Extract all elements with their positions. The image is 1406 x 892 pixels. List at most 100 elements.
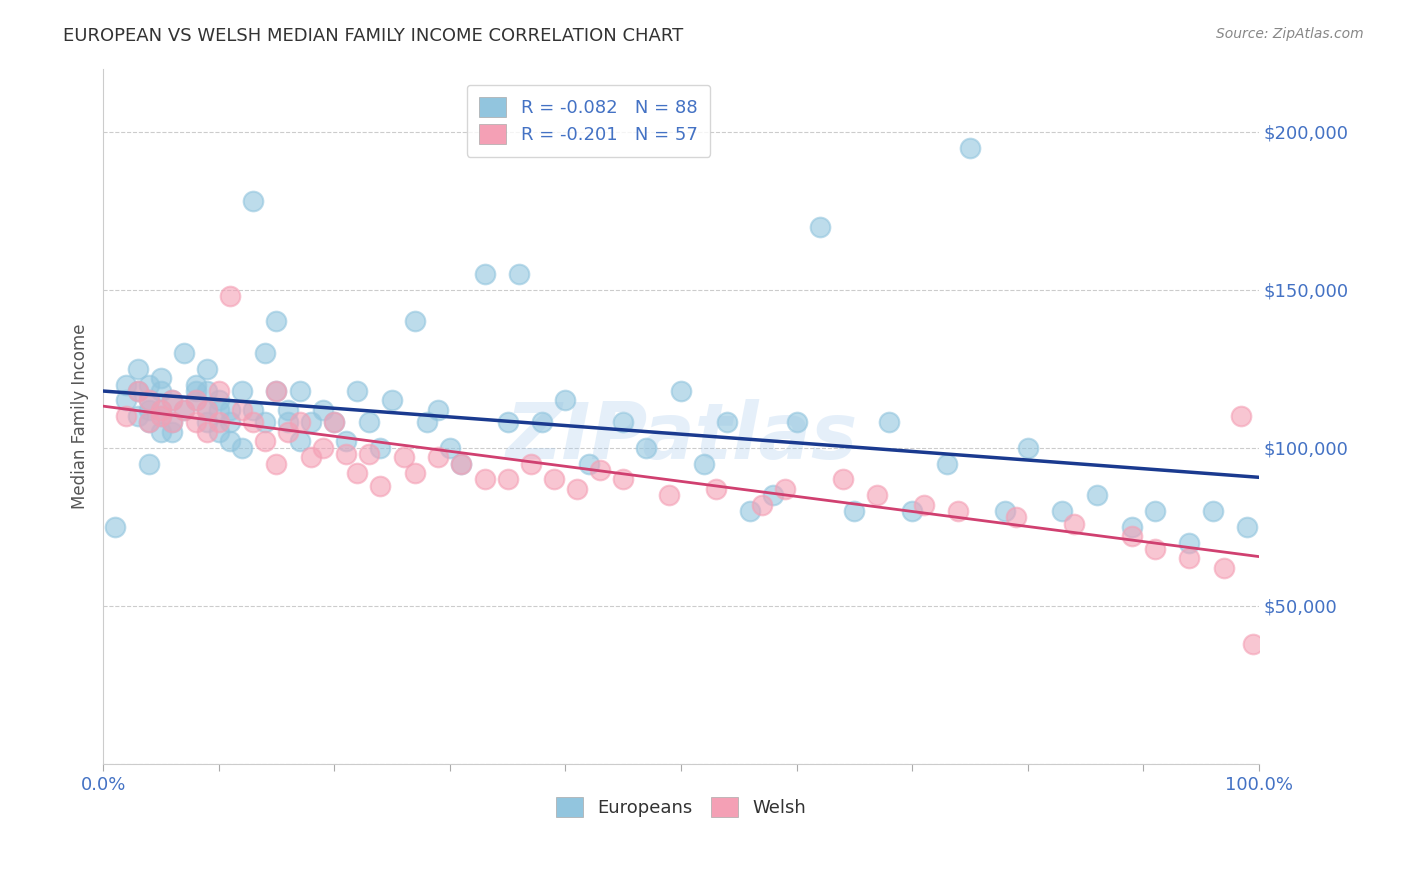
Point bbox=[636, 441, 658, 455]
Point bbox=[299, 450, 322, 465]
Point bbox=[208, 416, 231, 430]
Point bbox=[612, 472, 634, 486]
Point bbox=[1213, 561, 1236, 575]
Point bbox=[1052, 504, 1074, 518]
Point bbox=[231, 441, 253, 455]
Point bbox=[381, 393, 404, 408]
Point bbox=[138, 393, 160, 408]
Point bbox=[312, 402, 335, 417]
Point bbox=[762, 488, 785, 502]
Point bbox=[935, 457, 957, 471]
Point bbox=[959, 140, 981, 154]
Point bbox=[404, 314, 426, 328]
Point bbox=[554, 393, 576, 408]
Point bbox=[1230, 409, 1253, 424]
Point bbox=[138, 393, 160, 408]
Point bbox=[1241, 637, 1264, 651]
Point bbox=[219, 434, 242, 449]
Point bbox=[1143, 504, 1166, 518]
Point bbox=[357, 416, 380, 430]
Point bbox=[242, 416, 264, 430]
Point bbox=[149, 402, 172, 417]
Point bbox=[115, 377, 138, 392]
Point bbox=[751, 498, 773, 512]
Point bbox=[370, 479, 392, 493]
Point bbox=[1201, 504, 1223, 518]
Point bbox=[195, 425, 218, 439]
Point bbox=[162, 393, 184, 408]
Point bbox=[1143, 541, 1166, 556]
Point bbox=[162, 425, 184, 439]
Text: Source: ZipAtlas.com: Source: ZipAtlas.com bbox=[1216, 27, 1364, 41]
Point bbox=[439, 441, 461, 455]
Text: ZIPatlas: ZIPatlas bbox=[505, 399, 858, 475]
Point bbox=[323, 416, 346, 430]
Point bbox=[565, 482, 588, 496]
Point bbox=[219, 289, 242, 303]
Point bbox=[877, 416, 900, 430]
Point bbox=[866, 488, 889, 502]
Point bbox=[404, 466, 426, 480]
Point bbox=[127, 384, 149, 398]
Point bbox=[138, 457, 160, 471]
Point bbox=[1178, 551, 1201, 566]
Point bbox=[277, 402, 299, 417]
Point bbox=[173, 402, 195, 417]
Point bbox=[312, 441, 335, 455]
Point bbox=[138, 416, 160, 430]
Point bbox=[993, 504, 1015, 518]
Text: EUROPEAN VS WELSH MEDIAN FAMILY INCOME CORRELATION CHART: EUROPEAN VS WELSH MEDIAN FAMILY INCOME C… bbox=[63, 27, 683, 45]
Point bbox=[288, 434, 311, 449]
Point bbox=[219, 402, 242, 417]
Point bbox=[208, 384, 231, 398]
Point bbox=[242, 194, 264, 209]
Point bbox=[578, 457, 600, 471]
Point bbox=[184, 416, 207, 430]
Point bbox=[1005, 510, 1028, 524]
Point bbox=[335, 447, 357, 461]
Point bbox=[1236, 520, 1258, 534]
Point bbox=[184, 377, 207, 392]
Point bbox=[277, 416, 299, 430]
Point bbox=[115, 409, 138, 424]
Point bbox=[704, 482, 727, 496]
Point bbox=[450, 457, 472, 471]
Point bbox=[1063, 516, 1085, 531]
Point bbox=[450, 457, 472, 471]
Point bbox=[693, 457, 716, 471]
Point bbox=[740, 504, 762, 518]
Point bbox=[370, 441, 392, 455]
Point bbox=[346, 384, 368, 398]
Point bbox=[195, 402, 218, 417]
Point bbox=[912, 498, 935, 512]
Point bbox=[127, 409, 149, 424]
Point bbox=[266, 314, 288, 328]
Point bbox=[195, 384, 218, 398]
Point bbox=[242, 402, 264, 417]
Point bbox=[288, 384, 311, 398]
Point bbox=[162, 416, 184, 430]
Point bbox=[716, 416, 738, 430]
Point bbox=[335, 434, 357, 449]
Point bbox=[184, 393, 207, 408]
Point bbox=[266, 384, 288, 398]
Point bbox=[253, 346, 276, 360]
Point bbox=[392, 450, 415, 465]
Point bbox=[299, 416, 322, 430]
Point bbox=[149, 425, 172, 439]
Point bbox=[1121, 520, 1143, 534]
Point bbox=[266, 457, 288, 471]
Point bbox=[786, 416, 808, 430]
Point bbox=[149, 384, 172, 398]
Point bbox=[669, 384, 692, 398]
Point bbox=[208, 393, 231, 408]
Point bbox=[474, 267, 496, 281]
Point bbox=[149, 402, 172, 417]
Point bbox=[277, 425, 299, 439]
Point bbox=[1085, 488, 1108, 502]
Point bbox=[149, 409, 172, 424]
Point bbox=[195, 416, 218, 430]
Point bbox=[1017, 441, 1039, 455]
Point bbox=[138, 416, 160, 430]
Point bbox=[901, 504, 924, 518]
